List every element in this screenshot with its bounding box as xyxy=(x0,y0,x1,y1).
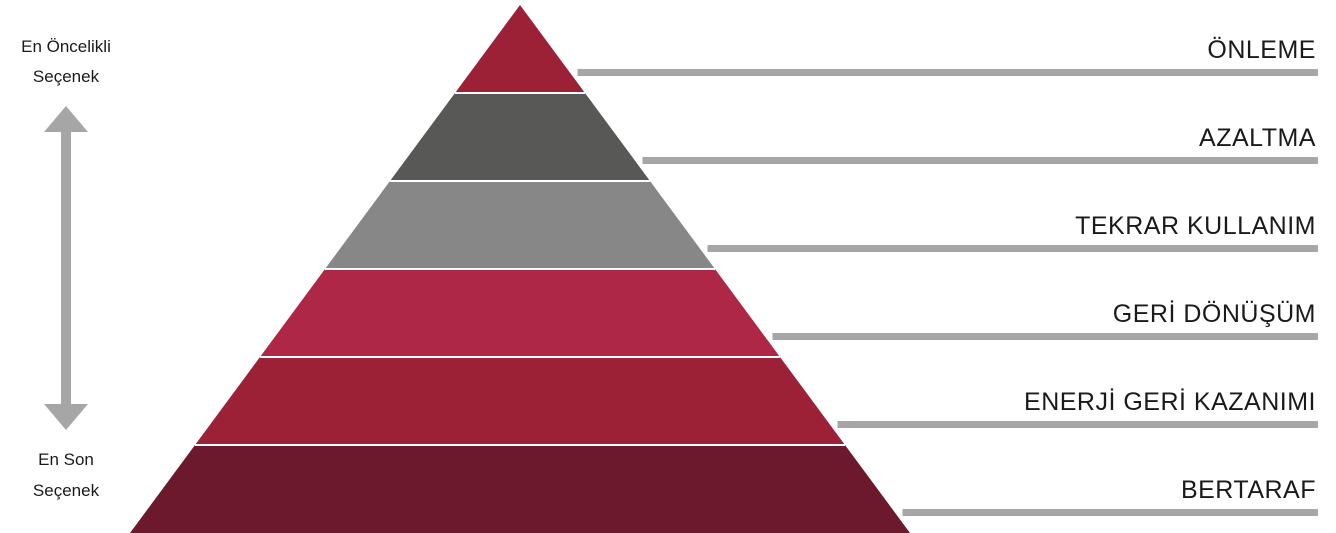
arrow-shaft xyxy=(61,130,71,408)
top-label-line2: Seçenek xyxy=(33,67,100,86)
pyramid-tier-4 xyxy=(260,269,780,357)
top-label-line1: En Öncelikli xyxy=(21,37,111,56)
pyramid-tier-3 xyxy=(325,181,715,269)
pyramid-tier-5 xyxy=(195,357,845,445)
arrow-up-head xyxy=(44,106,88,132)
pyramid-tier-6 xyxy=(130,445,910,533)
leader-line xyxy=(772,333,1318,340)
bottom-label-line1: En Son xyxy=(38,450,94,469)
leader-line xyxy=(642,157,1318,164)
leader-line xyxy=(837,421,1318,428)
pyramid-tier-1 xyxy=(455,5,585,93)
level-labels: ÖNLEME AZALTMA TEKRAR KULLANIM GERİ DÖNÜŞÜM… xyxy=(577,36,1318,516)
leader-line xyxy=(577,69,1318,76)
pyramid-tier-2 xyxy=(390,93,650,181)
pyramid xyxy=(130,5,910,533)
level-label-3: TEKRAR KULLANIM xyxy=(1075,212,1316,240)
leader-line xyxy=(707,245,1318,252)
level-label-4: GERİ DÖNÜŞÜM xyxy=(1113,299,1316,328)
arrow-down-head xyxy=(44,404,88,430)
leader-line xyxy=(902,509,1318,516)
level-label-5: ENERJİ GERİ KAZANIMI xyxy=(1024,387,1316,416)
priority-axis: En Öncelikli Seçenek En Son Seçenek xyxy=(21,37,111,500)
bottom-label-line2: Seçenek xyxy=(33,481,100,500)
double-arrow-icon xyxy=(44,106,88,430)
level-label-6: BERTARAF xyxy=(1181,476,1316,504)
level-label-2: AZALTMA xyxy=(1199,124,1316,152)
level-label-1: ÖNLEME xyxy=(1207,36,1316,64)
